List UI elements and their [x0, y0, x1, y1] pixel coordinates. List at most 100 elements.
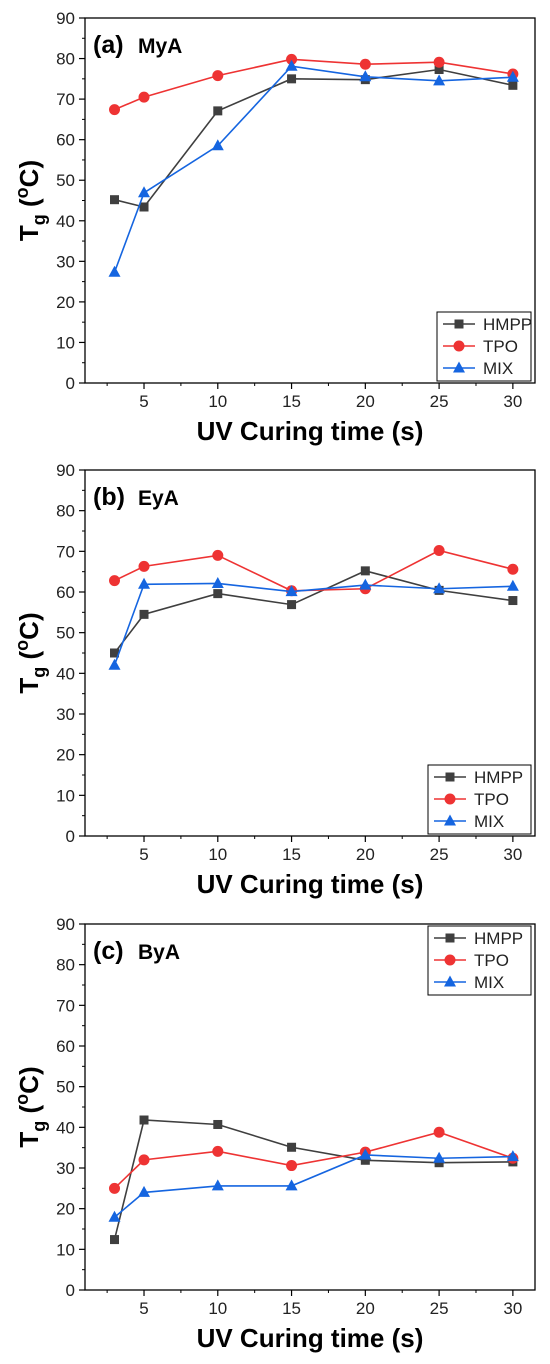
data-point [211, 1179, 224, 1191]
legend-marker [445, 772, 455, 782]
data-point [506, 1150, 519, 1162]
data-point [360, 1155, 370, 1165]
series-mix [108, 1148, 519, 1222]
legend-marker [453, 340, 465, 352]
legend-label: TPO [474, 951, 509, 970]
data-point [359, 1148, 372, 1160]
data-point [359, 58, 371, 70]
y-tick-label: 0 [66, 374, 75, 393]
legend-label: HMPP [474, 929, 523, 948]
legend-marker [444, 793, 456, 805]
x-tick-label: 10 [208, 1299, 227, 1318]
series-line [113, 1131, 514, 1189]
series-tpo [109, 1126, 519, 1194]
legend-label: MIX [474, 812, 504, 831]
series-mix [108, 59, 519, 277]
data-point [508, 596, 518, 606]
y-tick-label: 0 [66, 1281, 75, 1300]
y-tick-label: 0 [66, 827, 75, 846]
data-point [285, 585, 298, 597]
chart-panel: 0 10 20 30 40 50 60 70 80 90 5 10 15 20 25 30 UV Curing … [12, 9, 536, 446]
x-tick-label: 10 [208, 392, 227, 411]
y-tick-label: 50 [56, 1078, 75, 1097]
data-point [507, 563, 519, 575]
legend-label: MIX [474, 973, 504, 992]
x-tick-label: 5 [139, 1299, 148, 1318]
data-point [138, 1185, 151, 1197]
series-line [114, 58, 513, 111]
data-point [506, 579, 519, 591]
x-tick-label: 25 [430, 392, 449, 411]
legend-label: MIX [483, 359, 513, 378]
data-point [212, 1145, 224, 1157]
y-tick-label: 90 [56, 9, 75, 28]
data-point [506, 70, 519, 82]
legend-label: HMPP [483, 315, 532, 334]
x-tick-label: 5 [139, 392, 148, 411]
y-tick-label: 20 [56, 1200, 75, 1219]
series-line [113, 65, 513, 273]
x-tick-label: 20 [356, 1299, 375, 1318]
panel-name: EyA [138, 487, 179, 510]
data-point [212, 549, 224, 561]
data-point [109, 1182, 121, 1194]
legend-marker [444, 975, 456, 987]
legend-marker [444, 954, 456, 966]
x-axis-label: UV Curing time (s) [197, 869, 424, 899]
y-tick-label: 40 [56, 1118, 75, 1137]
x-tick-label: 15 [282, 392, 301, 411]
data-point [108, 658, 121, 670]
x-axis-label: UV Curing time (s) [197, 416, 424, 446]
x-tick-label: 10 [208, 845, 227, 864]
data-point [211, 139, 224, 151]
data-point [139, 609, 149, 619]
data-point [287, 600, 297, 610]
y-tick-label: 60 [56, 1037, 75, 1056]
series-mix [108, 576, 519, 670]
x-tick-label: 15 [282, 1299, 301, 1318]
data-point [433, 582, 446, 594]
data-point [287, 1142, 297, 1152]
data-point [285, 1179, 298, 1191]
y-tick-label: 50 [56, 171, 75, 190]
legend: HMPP TPO MIX [427, 764, 532, 835]
y-tick-label: 10 [56, 786, 75, 805]
y-tick-label: 80 [56, 502, 75, 521]
legend-label: TPO [474, 790, 509, 809]
data-point [433, 545, 445, 557]
series-hmpp [110, 65, 518, 212]
data-point [139, 202, 149, 212]
data-point [285, 59, 298, 71]
data-point [138, 577, 151, 589]
y-tick-label: 30 [56, 252, 75, 271]
data-point [434, 65, 444, 75]
y-tick-label: 70 [56, 90, 75, 109]
y-tick-label: 20 [56, 293, 75, 312]
y-tick-label: 40 [56, 664, 75, 683]
panel-label: (a) [93, 31, 124, 59]
legend-marker [453, 361, 465, 373]
legend-label: TPO [483, 337, 518, 356]
panel-label: (c) [93, 937, 124, 965]
legend: HMPP TPO MIX [436, 311, 532, 382]
series-hmpp [110, 566, 518, 658]
y-tick-label: 80 [56, 50, 75, 69]
data-point [360, 566, 370, 576]
data-point [138, 186, 151, 198]
data-point [433, 74, 446, 86]
data-point [213, 106, 223, 116]
panel-name: ByA [138, 941, 180, 964]
data-point [108, 1210, 121, 1222]
x-tick-label: 30 [503, 1299, 522, 1318]
y-tick-label: 90 [56, 915, 75, 934]
y-tick-label: 60 [56, 131, 75, 150]
legend-marker [454, 319, 464, 329]
data-point [433, 56, 445, 68]
y-tick-label: 40 [56, 212, 75, 231]
x-tick-label: 20 [356, 392, 375, 411]
x-tick-label: 5 [139, 845, 148, 864]
data-point [110, 195, 120, 205]
x-tick-label: 15 [282, 845, 301, 864]
data-point [286, 53, 298, 65]
data-point [211, 576, 224, 588]
